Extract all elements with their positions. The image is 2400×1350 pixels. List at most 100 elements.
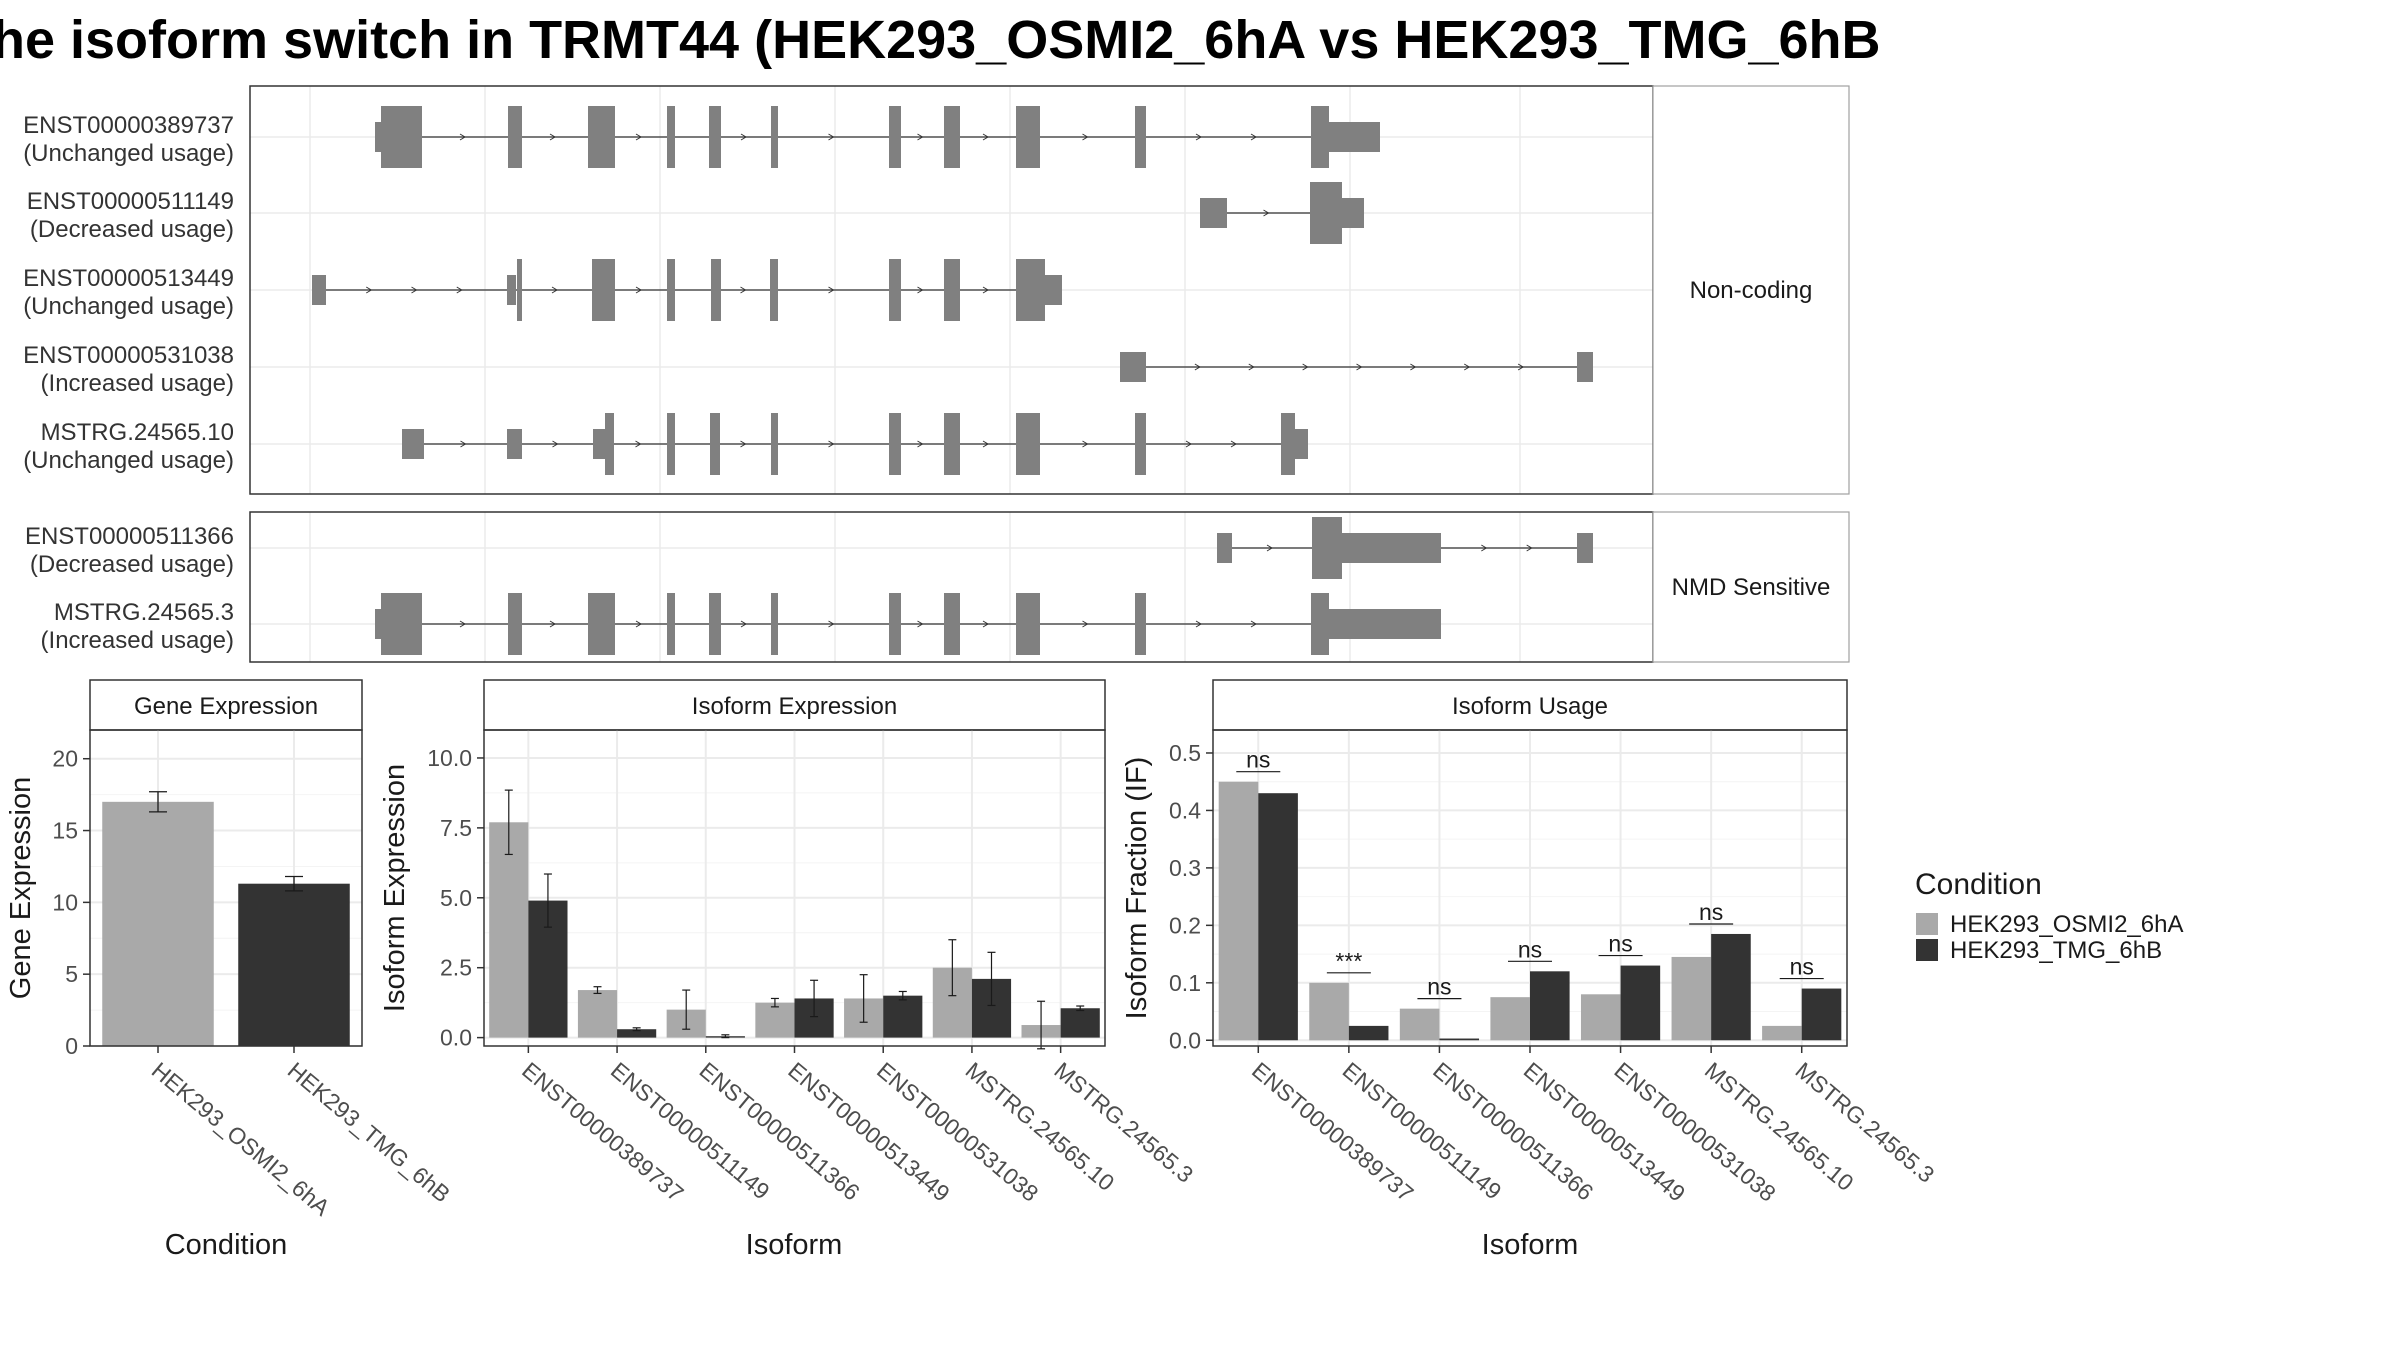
y-tick-label: 0.3 [1169,855,1201,881]
intron-direction-arrow [740,440,747,448]
noncoding-exon [593,429,605,459]
x-tick-label: ENST00000531038 [872,1057,1044,1207]
x-tick-label: ENST00000511366 [695,1057,865,1206]
y-axis-title: Isoform Expression [379,764,411,1012]
panel-title: Gene Expression [134,693,318,720]
structure-group-strip [1652,511,1850,663]
intron-direction-arrow [917,286,924,294]
bar [883,995,923,1038]
intron-direction-arrow [917,620,924,628]
y-tick-label: 0.0 [1169,1027,1201,1053]
intron-direction-arrow [411,286,418,294]
legend-swatch [1916,913,1938,935]
bar [755,1002,795,1038]
noncoding-exon [507,275,516,305]
bar [489,822,529,1038]
noncoding-exon [1200,198,1227,228]
coding-exon [770,259,778,321]
coding-exon [667,106,675,168]
x-tick-label: ENST00000531038 [1609,1057,1781,1207]
intron-direction-arrow [1082,133,1089,141]
track-isoform-label: ENST00000511366 [25,523,234,550]
significance-label: ns [1790,954,1814,980]
intron-direction-arrow [552,440,559,448]
coding-exon [605,413,614,475]
y-tick-label: 15 [52,818,78,844]
bar [1399,1008,1440,1041]
bar [1580,994,1621,1041]
coding-exon [1016,593,1040,655]
coding-exon [709,106,721,168]
intron-direction-arrow [635,286,642,294]
noncoding-exon [1217,533,1232,563]
y-tick-label: 0.4 [1169,797,1201,823]
bar [1530,971,1570,1041]
panel-border [1212,729,1848,1047]
coding-exon [771,413,778,475]
significance-label: *** [1335,948,1362,974]
y-axis-title: Isoform Fraction (IF) [1121,757,1153,1020]
bar [1309,982,1349,1041]
y-tick-label: 2.5 [440,955,472,981]
track-isoform-label: ENST00000511149 [27,188,234,215]
noncoding-exon [402,429,424,459]
x-axis-title: Condition [165,1229,288,1261]
x-axis-title: Isoform [1482,1229,1579,1261]
coding-exon [1135,413,1146,475]
intron-direction-arrow [982,620,989,628]
significance-label: ns [1608,931,1632,957]
bar [1060,1008,1100,1038]
noncoding-exon [1577,352,1593,382]
intron-direction-arrow [1248,363,1255,371]
track-usage-label: (Unchanged usage) [23,293,234,320]
coding-exon [889,413,901,475]
intron-direction-arrow [982,286,989,294]
intron-direction-arrow [828,286,835,294]
coding-exon [592,259,615,321]
bar [102,801,214,1046]
track-usage-label: (Decreased usage) [30,551,234,578]
x-tick-label: ENST00000389737 [517,1057,689,1207]
track-isoform-label: ENST00000513449 [23,265,234,292]
x-tick-label: ENST00000511149 [1338,1057,1507,1205]
panel-border [89,729,363,1047]
y-tick-label: 10 [52,889,78,915]
track-isoform-label: MSTRG.24565.10 [41,419,234,446]
noncoding-exon [1311,122,1380,152]
y-tick-label: 0.0 [440,1025,472,1051]
intron-direction-arrow [459,133,466,141]
intron-direction-arrow [828,440,835,448]
bar [1671,956,1712,1041]
x-tick-label: ENST00000389737 [1247,1057,1419,1207]
y-axis-title: Gene Expression [5,777,37,999]
coding-exon [381,106,422,168]
structure-group-label: Non-coding [1690,277,1813,304]
coding-exon [944,593,960,655]
bar [1490,997,1530,1041]
panel-strip [483,679,1106,731]
x-tick-label: MSTRG.24565.10 [1700,1057,1859,1196]
intron-direction-arrow [1250,620,1257,628]
noncoding-exon [1120,352,1146,382]
figure-title: he isoform switch in TRMT44 (HEK293_OSMI… [0,10,1881,70]
significance-label: ns [1427,974,1451,1000]
intron-direction-arrow [1185,440,1192,448]
legend-item-label: HEK293_OSMI2_6hA [1950,911,2183,938]
intron-direction-arrow [1481,544,1488,552]
intron-direction-arrow [549,620,556,628]
x-tick-label: ENST00000511366 [1428,1057,1598,1206]
y-tick-label: 0.1 [1169,970,1201,996]
x-tick-label: ENST00000513449 [1519,1057,1691,1207]
intron-direction-arrow [828,620,835,628]
coding-exon [889,593,901,655]
bar [238,883,350,1046]
intron-direction-arrow [456,286,463,294]
coding-exon [1016,413,1040,475]
x-tick-label: ENST00000511149 [606,1057,775,1205]
noncoding-exon [1016,275,1062,305]
panel-title: Isoform Expression [692,693,897,720]
coding-exon [517,259,522,321]
track-usage-label: (Increased usage) [41,370,234,397]
intron-direction-arrow [549,133,556,141]
